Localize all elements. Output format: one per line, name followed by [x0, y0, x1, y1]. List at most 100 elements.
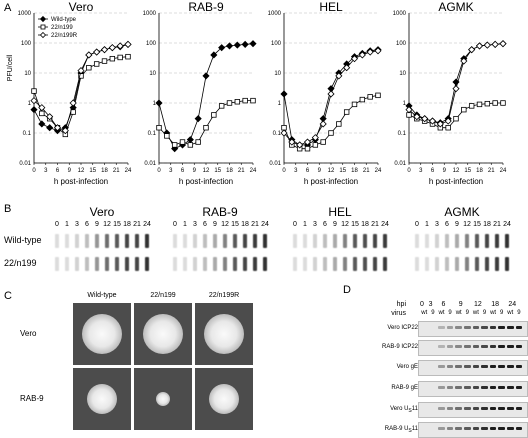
plaque-column-label: Wild-type	[87, 292, 117, 299]
western-band	[446, 427, 454, 430]
blot-band	[425, 234, 429, 248]
x-tick-label: 0	[32, 168, 36, 174]
x-tick-label: 15	[214, 168, 221, 174]
western-band	[515, 427, 523, 430]
plaque-image	[195, 368, 253, 430]
blot-time-label: 12	[463, 221, 471, 228]
x-tick-label: 12	[453, 168, 460, 174]
blot-time-label: 24	[381, 221, 389, 228]
data-point	[500, 100, 506, 106]
growth-chart-agmk: AGMK 0.01 0.1 1 10 100 1000 0 3 6 9 12 15 18 21 24 h pos…	[379, 0, 513, 200]
blot-time-label: 3	[435, 221, 439, 228]
label-text: 11	[411, 426, 418, 432]
western-band	[446, 326, 454, 329]
data-point	[109, 55, 116, 62]
blot-band	[445, 257, 449, 271]
blot-band	[505, 257, 509, 271]
data-point	[53, 124, 62, 132]
x-tick-label: 0	[157, 168, 161, 174]
data-point	[468, 46, 476, 54]
blot-band	[85, 257, 89, 271]
blot-band	[233, 234, 237, 248]
data-point	[281, 125, 287, 131]
blot-band	[343, 234, 347, 248]
data-point	[93, 61, 100, 67]
virus-value: wt	[421, 310, 428, 316]
data-point	[428, 117, 437, 125]
western-band	[455, 326, 462, 329]
panel-label-d: D	[343, 284, 351, 296]
western-band	[455, 345, 462, 348]
data-point	[108, 44, 116, 52]
blot-time-label: 24	[503, 221, 511, 228]
data-point	[250, 97, 256, 104]
plaque-column-label: 22/n199R	[208, 292, 240, 299]
x-tick-label: 12	[203, 168, 210, 174]
data-point	[351, 101, 358, 108]
plaque-spot	[87, 384, 117, 414]
chart-title: AGMK	[438, 0, 474, 14]
western-band	[438, 386, 445, 389]
virus-value: 9	[482, 310, 487, 316]
x-tick-label: 18	[351, 168, 358, 174]
blot-band	[313, 234, 317, 248]
western-band	[489, 386, 497, 389]
blot-band	[485, 257, 489, 271]
blot-band	[333, 234, 337, 248]
blot-band	[383, 257, 387, 271]
blot-time-label: 6	[85, 221, 89, 228]
y-tick-label: 0.01	[19, 161, 31, 167]
western-blot-strip	[418, 402, 528, 418]
blot-row-label-22-n199: 22/n199	[4, 258, 37, 268]
western-band	[515, 365, 523, 368]
blot-band	[85, 234, 89, 248]
blot-title-vero: Vero	[89, 205, 115, 219]
data-point	[225, 42, 234, 50]
blot-band	[75, 234, 79, 248]
chart-title: HEL	[319, 0, 343, 14]
western-band	[455, 365, 462, 368]
plaque-row-label: Vero	[20, 329, 37, 338]
data-point	[194, 115, 202, 123]
blot-band	[223, 234, 227, 248]
blot-band	[203, 257, 207, 271]
data-point	[39, 110, 45, 117]
western-band	[438, 427, 445, 430]
data-point	[327, 90, 335, 98]
x-tick-label: 12	[78, 168, 85, 174]
blot-time-label: 12	[221, 221, 229, 228]
blot-band	[465, 234, 469, 248]
blot-band	[353, 257, 357, 271]
blot-time-label: 1	[425, 221, 429, 228]
x-tick-label: 24	[125, 168, 132, 174]
blot-band	[125, 234, 129, 248]
y-tick-label: 10	[24, 71, 31, 77]
western-band	[464, 326, 471, 329]
blot-time-label: 6	[445, 221, 449, 228]
legend-marker	[40, 24, 46, 30]
y-tick-label: 1000	[18, 11, 32, 17]
data-point	[179, 139, 186, 145]
blot-band	[65, 257, 69, 271]
blot-band	[125, 257, 129, 271]
x-tick-label: 15	[464, 168, 471, 174]
western-band	[498, 427, 505, 430]
western-row-label: RAB-9 gE	[391, 385, 418, 391]
y-tick-label: 0.01	[144, 161, 156, 167]
western-band	[481, 407, 488, 410]
blot-band	[243, 234, 247, 248]
western-band	[438, 326, 445, 329]
y-tick-label: 1000	[268, 11, 282, 17]
x-tick-label: 21	[113, 168, 120, 174]
legend-entry: 22/n199R	[51, 33, 78, 39]
blot-band	[263, 234, 267, 248]
western-band	[498, 386, 505, 389]
blot-time-label: 9	[213, 221, 217, 228]
data-point	[46, 113, 54, 121]
chart-svg: 0.01 0.1 1 10 100 1000 0 3 6 9 12 15 18 21 24 h post-in…	[143, 11, 257, 186]
blot-band	[253, 257, 257, 271]
plaque-row-label: RAB-9	[20, 394, 44, 403]
data-point	[280, 90, 288, 98]
blot-band	[135, 234, 139, 248]
blot-time-label: 6	[203, 221, 207, 228]
